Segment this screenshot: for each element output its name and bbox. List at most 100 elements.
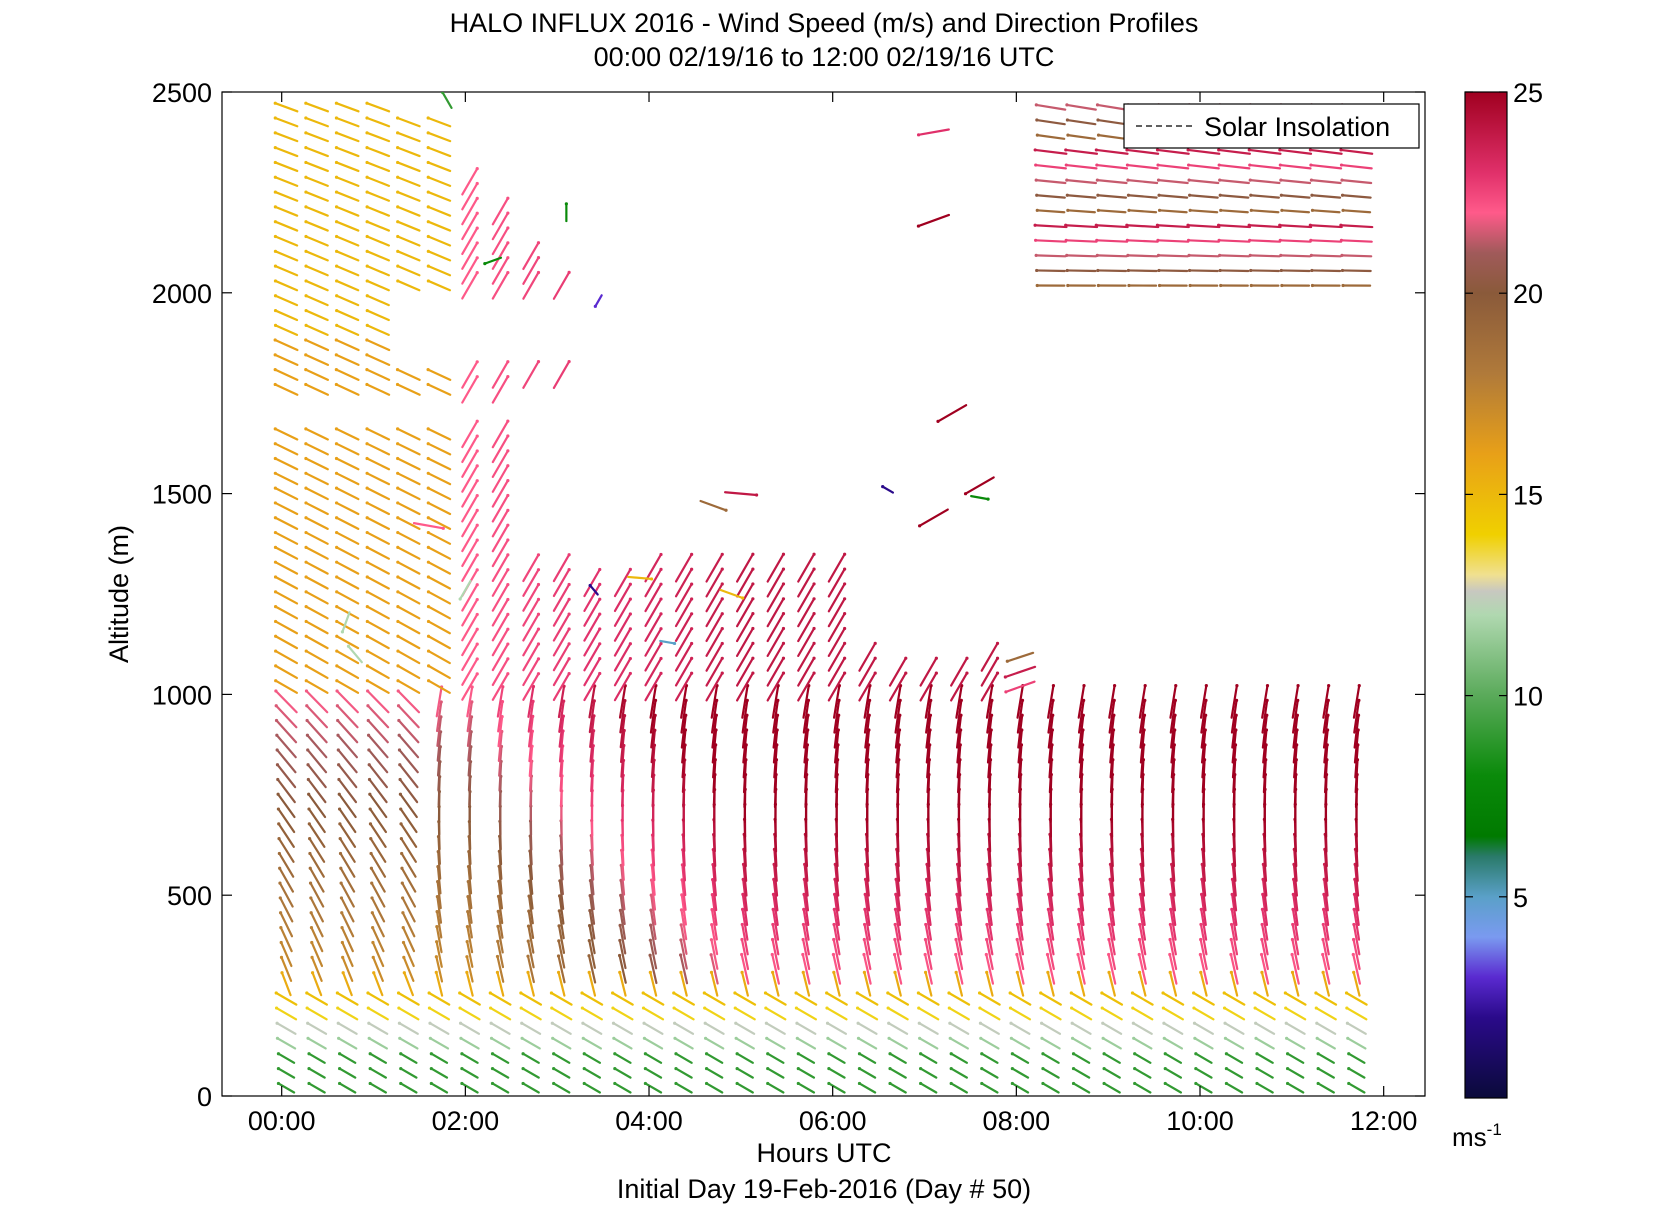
wind-barb — [334, 131, 360, 143]
wind-barb — [334, 442, 360, 456]
y-tick-label: 1500 — [152, 480, 212, 510]
wind-barb — [398, 1036, 419, 1050]
wind-barb — [273, 323, 299, 337]
wind-barb — [733, 991, 757, 1006]
wind-barb — [399, 822, 418, 848]
wind-barb — [862, 937, 872, 971]
wind-barb — [395, 116, 421, 128]
x-tick-label: 08:00 — [983, 1106, 1051, 1136]
wind-barb — [1069, 991, 1093, 1006]
wind-barb — [740, 937, 750, 971]
wind-barb — [1108, 892, 1116, 927]
wind-barb — [1224, 1081, 1244, 1094]
wind-barb — [397, 1006, 420, 1021]
wind-barb — [679, 938, 688, 970]
wind-barb — [334, 220, 360, 232]
wind-barb — [740, 922, 749, 956]
wind-barb — [1219, 208, 1249, 214]
wind-barb — [273, 575, 299, 590]
wind-barb — [522, 553, 541, 583]
wind-barb — [556, 970, 566, 997]
wind-barb — [304, 486, 329, 501]
wind-barb — [304, 279, 329, 292]
wind-barb — [369, 837, 387, 863]
wind-barb — [644, 582, 663, 613]
wind-barb — [1285, 1052, 1305, 1064]
wind-barb — [491, 241, 510, 270]
wind-barb — [766, 612, 786, 643]
wind-barb — [522, 360, 541, 389]
wind-barb — [673, 1036, 694, 1050]
wind-barb — [461, 583, 479, 612]
wind-barb — [522, 241, 541, 271]
wind-barb — [273, 116, 299, 128]
wind-barb — [557, 909, 565, 940]
wind-barb — [365, 545, 390, 560]
wind-barb — [588, 909, 596, 940]
wind-barb — [273, 101, 299, 113]
wind-barb — [679, 970, 688, 997]
wind-barb — [334, 101, 360, 113]
wind-barb — [396, 530, 421, 545]
wind-barb — [366, 689, 390, 714]
wind-barb — [307, 1052, 326, 1064]
wind-barb — [679, 908, 688, 941]
wind-barb — [1156, 178, 1189, 185]
wind-barb — [919, 671, 938, 702]
wind-barb — [797, 582, 816, 613]
wind-barb — [304, 471, 329, 486]
wind-barb — [1076, 952, 1086, 985]
wind-barb — [338, 1081, 357, 1094]
wind-barb — [426, 279, 452, 292]
wind-barb — [426, 146, 452, 158]
wind-barb — [526, 954, 535, 984]
wind-barb — [1230, 892, 1238, 927]
wind-barb — [886, 1006, 909, 1021]
wind-barb — [400, 881, 417, 908]
wind-barb — [680, 893, 687, 926]
wind-barb — [1249, 268, 1281, 273]
wind-barb — [279, 955, 293, 982]
wind-barb — [396, 234, 421, 247]
wind-barb — [396, 590, 421, 605]
wind-barb — [702, 991, 726, 1006]
wind-barb — [674, 1052, 693, 1064]
wind-barb — [1065, 103, 1097, 111]
wind-barb — [1283, 991, 1307, 1006]
wind-barb — [1071, 1052, 1091, 1064]
wind-barb — [980, 1052, 999, 1064]
wind-barb — [304, 205, 329, 217]
wind-barb — [396, 249, 421, 262]
wind-barb — [583, 627, 602, 657]
wind-barb — [310, 955, 323, 982]
wind-barb — [397, 1021, 419, 1035]
wind-barb — [304, 353, 330, 367]
wind-barb — [366, 718, 389, 744]
wind-barb — [1046, 907, 1055, 941]
wind-barb — [396, 619, 421, 635]
wind-barb — [335, 634, 360, 650]
wind-barb — [426, 264, 452, 277]
wind-barb — [735, 612, 755, 643]
wind-barb — [274, 704, 298, 729]
wind-barb — [1217, 148, 1251, 155]
wind-barb — [1035, 118, 1066, 126]
wind-barb — [612, 1036, 633, 1050]
wind-barb — [1003, 665, 1037, 679]
wind-barb — [334, 471, 360, 486]
wind-barb — [643, 1081, 663, 1094]
wind-barb — [496, 924, 504, 954]
wind-barb — [426, 471, 452, 486]
wind-barb — [427, 991, 451, 1006]
wind-barb — [1260, 922, 1269, 956]
wind-barb — [365, 456, 391, 471]
wind-barb — [460, 1052, 479, 1064]
wind-barb — [1279, 268, 1311, 273]
wind-barb — [552, 567, 571, 598]
wind-barb — [978, 1021, 1000, 1035]
wind-barb — [335, 249, 360, 262]
wind-barb — [797, 567, 816, 598]
wind-barb — [466, 909, 473, 939]
y-tick-label: 2000 — [152, 279, 212, 309]
wind-barb — [735, 626, 755, 657]
